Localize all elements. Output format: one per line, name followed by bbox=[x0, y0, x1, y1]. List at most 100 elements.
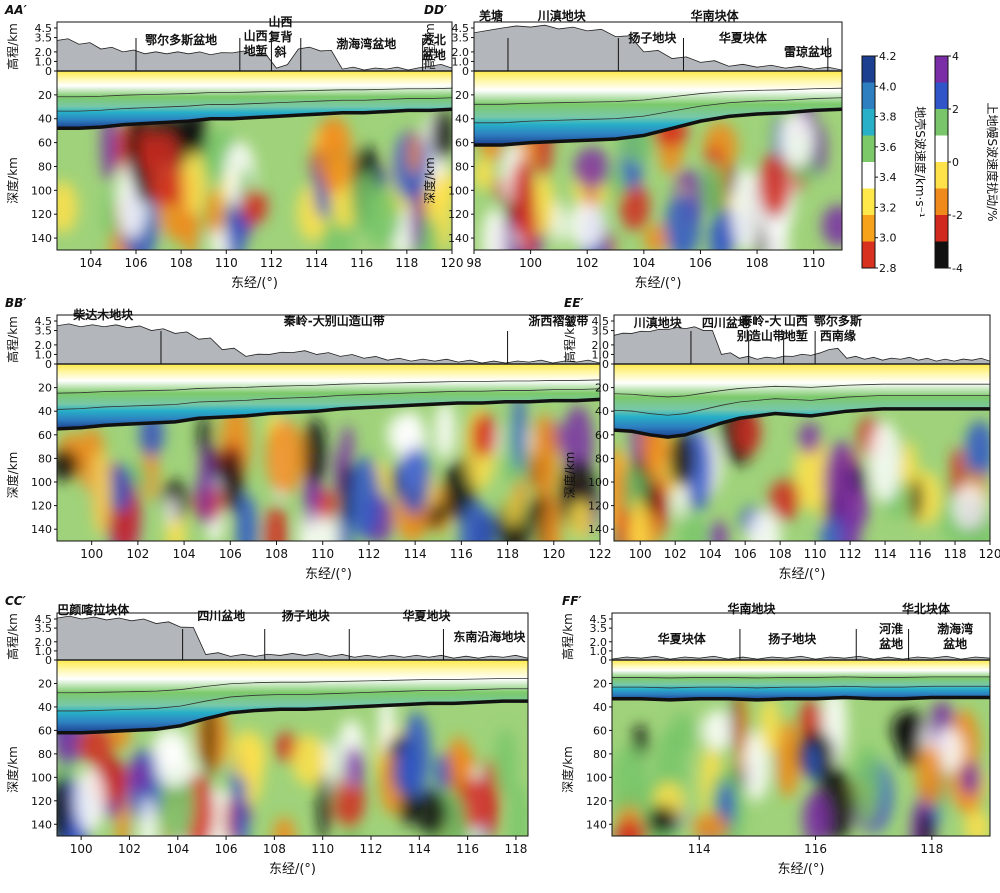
panel-id: CC′ bbox=[5, 594, 27, 608]
x-tick-label: 100 bbox=[70, 842, 93, 856]
x-tick-label: 104 bbox=[173, 547, 196, 561]
depth-tick-label: 100 bbox=[448, 184, 469, 197]
block-label: 东南沿海地块 bbox=[453, 629, 526, 644]
anomaly-blob bbox=[868, 421, 901, 503]
depth-tick-label: 80 bbox=[38, 452, 52, 465]
x-tick-label: 106 bbox=[689, 256, 712, 270]
depth-tick-label: 20 bbox=[593, 677, 607, 690]
x-tick-label: 108 bbox=[769, 547, 792, 561]
anomaly-blob bbox=[896, 710, 929, 767]
anomaly-blob bbox=[362, 188, 402, 248]
panel-frame bbox=[56, 21, 453, 251]
x-tick-label: 116 bbox=[450, 547, 473, 561]
anomaly-blob bbox=[74, 768, 106, 833]
topography-profile bbox=[56, 615, 529, 661]
anomaly-blob bbox=[701, 709, 735, 750]
anomaly-blob bbox=[220, 448, 244, 514]
block-label: 地堑 bbox=[244, 43, 268, 58]
anomaly-blob bbox=[746, 510, 782, 541]
anomaly-blob bbox=[493, 728, 517, 797]
anomaly-blob bbox=[899, 452, 917, 488]
elev-tick-label: 2.0 bbox=[35, 46, 53, 59]
colorbar-tick-label: 3.6 bbox=[879, 141, 897, 154]
block-label: 华夏块体 bbox=[658, 631, 707, 646]
velocity-contour bbox=[57, 97, 452, 112]
block-label: 巴颜喀拉块体 bbox=[57, 602, 130, 617]
x-axis-label: 东经/(°) bbox=[231, 276, 278, 291]
colorbar-swatch bbox=[935, 241, 948, 269]
anomaly-blob bbox=[155, 742, 194, 788]
depth-tick-label: 140 bbox=[586, 818, 607, 831]
x-tick-label: 102 bbox=[118, 842, 141, 856]
elev-axis-label: 高程/km bbox=[562, 316, 577, 363]
anomaly-blob bbox=[620, 183, 650, 231]
depth-tick-label: 40 bbox=[38, 405, 52, 418]
colorbar-label: 上地幔S波速度扰动/% bbox=[985, 102, 1000, 221]
velocity-contour bbox=[612, 685, 990, 689]
x-tick-label: 108 bbox=[265, 547, 288, 561]
topography-profile bbox=[56, 323, 601, 365]
anomaly-blob bbox=[139, 797, 157, 836]
anomaly-blob bbox=[264, 505, 288, 541]
colorbar-swatch bbox=[935, 215, 948, 242]
depth-tick-label: 20 bbox=[38, 677, 52, 690]
block-label: 羌塘 bbox=[479, 8, 503, 23]
x-tick-label: 108 bbox=[263, 842, 286, 856]
depth-tick-label: 60 bbox=[38, 137, 52, 150]
depth-axis-label: 深度/km bbox=[562, 452, 577, 499]
anomaly-blob bbox=[965, 420, 990, 481]
anomaly-blob bbox=[798, 422, 822, 455]
colorbar-swatch bbox=[935, 109, 948, 136]
depth-tick-label: 40 bbox=[593, 701, 607, 714]
anomaly-blob bbox=[758, 153, 792, 217]
topography-profile bbox=[473, 24, 843, 72]
colorbar-label: 地壳S波速度/km·s⁻¹ bbox=[913, 106, 928, 218]
anomaly-blob bbox=[344, 746, 364, 788]
panel-id: AA′ bbox=[4, 3, 28, 17]
velocity-contour bbox=[57, 388, 600, 410]
x-tick-label: 106 bbox=[215, 842, 238, 856]
depth-tick-label: 40 bbox=[455, 113, 469, 126]
block-label: 川滇地块 bbox=[537, 8, 587, 23]
elev-tick-label: 4.5 bbox=[35, 613, 53, 626]
panel-frame bbox=[56, 612, 529, 837]
anomaly-blob bbox=[235, 494, 258, 541]
depth-tick-label: 100 bbox=[31, 184, 52, 197]
anomaly-blob bbox=[511, 158, 535, 240]
colorbar-tick-label: 3.2 bbox=[879, 201, 897, 214]
depth-tick-label: 100 bbox=[31, 476, 52, 489]
x-tick-label: 112 bbox=[260, 256, 283, 270]
depth-tick-label: 60 bbox=[455, 137, 469, 150]
topography-profile bbox=[613, 326, 991, 365]
block-label: 秦岭-大别山造山带 bbox=[283, 313, 385, 328]
anomaly-blob bbox=[918, 810, 934, 836]
x-tick-label: 110 bbox=[311, 547, 334, 561]
colorbar-swatch bbox=[862, 188, 875, 216]
anomaly-blob bbox=[647, 805, 677, 835]
elev-tick-label: 4.5 bbox=[452, 22, 470, 35]
x-tick-label: 118 bbox=[395, 256, 418, 270]
elev-tick-label: 0 bbox=[462, 65, 469, 78]
block-label: 苏北 bbox=[422, 32, 446, 47]
depth-tick-label: 80 bbox=[38, 160, 52, 173]
block-label: 扬子地块 bbox=[768, 631, 817, 646]
x-tick-label: 104 bbox=[166, 842, 189, 856]
depth-tick-label: 80 bbox=[455, 160, 469, 173]
anomaly-blob bbox=[775, 720, 801, 798]
colorbar-swatch bbox=[862, 241, 875, 269]
x-tick-label: 102 bbox=[576, 256, 599, 270]
anomaly-blob bbox=[231, 793, 250, 836]
x-axis-label: 东经/(°) bbox=[777, 862, 824, 877]
depth-tick-label: 120 bbox=[586, 795, 607, 808]
x-tick-label: 108 bbox=[746, 256, 769, 270]
panel-frame bbox=[473, 21, 843, 251]
anomaly-blob bbox=[57, 775, 71, 836]
crust-layer bbox=[57, 71, 452, 129]
tomography-section bbox=[614, 364, 990, 541]
anomaly-blob bbox=[823, 440, 858, 521]
topography-profile bbox=[611, 655, 991, 661]
anomaly-blob bbox=[700, 161, 725, 218]
anomaly-blob bbox=[541, 494, 562, 541]
colorbar-swatch bbox=[862, 82, 875, 110]
